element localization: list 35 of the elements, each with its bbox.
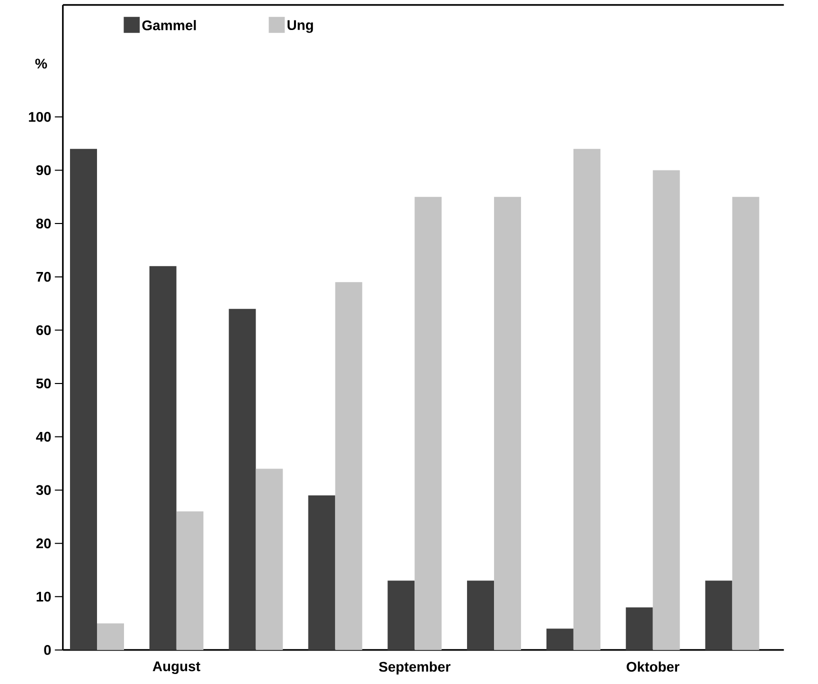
bar	[546, 628, 574, 650]
bar	[70, 148, 98, 650]
y-tick-label: 0	[44, 645, 51, 655]
bar	[705, 580, 732, 650]
bar	[176, 511, 204, 650]
bar	[335, 282, 362, 650]
bar	[573, 148, 600, 650]
y-axis-title: %	[35, 58, 47, 69]
y-tick-label: 100	[28, 112, 51, 122]
y-tick-label: 30	[36, 485, 51, 496]
bar	[149, 266, 176, 650]
y-tick-label: 20	[36, 538, 51, 548]
y-tick-label: 50	[36, 378, 51, 388]
y-tick-label: 80	[36, 218, 51, 228]
bar	[388, 580, 415, 650]
bar	[256, 468, 283, 650]
bar	[97, 623, 124, 650]
y-tick-label: 60	[36, 325, 51, 336]
x-tick-label: August	[152, 662, 200, 674]
x-tick-label: September	[378, 662, 450, 674]
y-tick-label: 70	[36, 272, 51, 282]
bar	[626, 607, 653, 650]
bar	[652, 170, 680, 650]
y-tick-label: 90	[36, 165, 51, 176]
bar	[467, 580, 494, 650]
y-tick-label: 40	[36, 432, 51, 442]
legend-label: Gammel	[142, 20, 196, 30]
legend-label: Ung	[288, 20, 313, 33]
bar	[414, 196, 442, 650]
bar	[494, 196, 522, 650]
bar	[228, 308, 256, 650]
y-tick-label: 10	[36, 592, 51, 602]
bar	[732, 196, 760, 650]
x-tick-label: Oktober	[626, 662, 680, 672]
bar	[308, 495, 336, 650]
